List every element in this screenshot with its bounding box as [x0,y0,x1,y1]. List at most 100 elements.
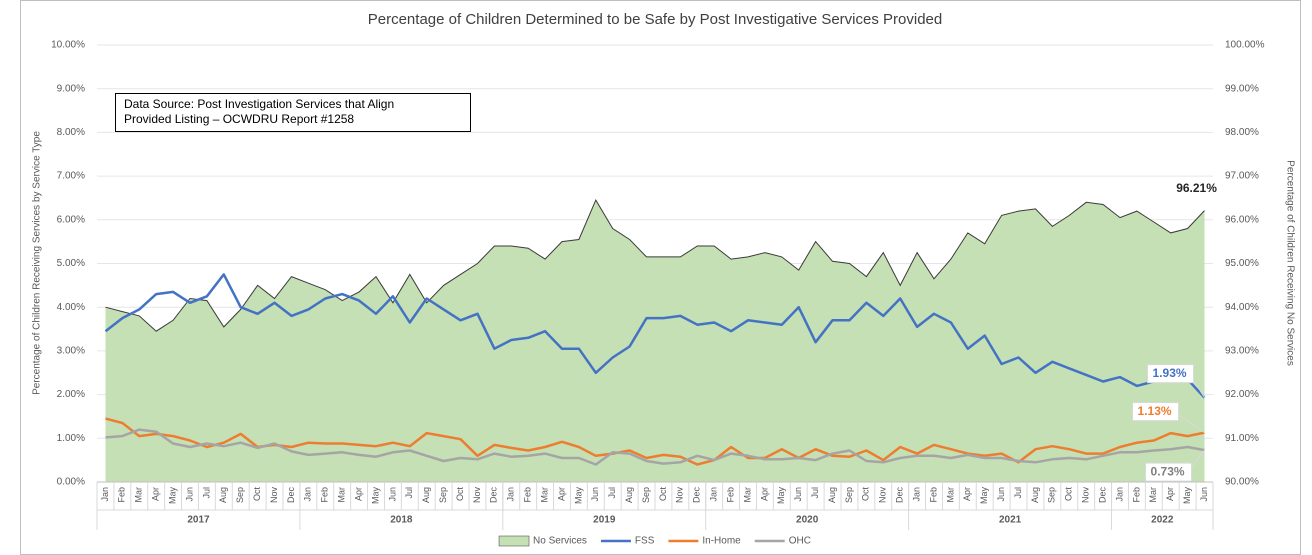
y2-tick-label: 98.00% [1225,127,1259,138]
x-tick-label: Dec [286,487,296,504]
x-tick-label: Jun [184,487,194,502]
y-tick-label: 9.00% [57,83,85,94]
x-tick-label: Sep [1047,487,1057,503]
y-tick-label: 2.00% [57,389,85,400]
annotation: Data Source: Post Investigation Services… [124,97,394,111]
x-tick-label: Dec [692,487,702,504]
x-tick-label: Jan [1114,487,1124,502]
x-tick-label: Jul [201,487,211,499]
x-tick-label: Mar [945,487,955,503]
y2-tick-label: 91.00% [1225,433,1259,444]
legend-swatch [498,535,530,547]
x-tick-label: Jun [793,487,803,502]
x-tick-label: Dec [489,487,499,504]
x-tick-label: May [1182,487,1192,505]
y2-tick-label: 92.00% [1225,389,1259,400]
x-tick-label: Oct [861,487,871,502]
x-tick-label: Feb [1131,487,1141,503]
annotation: Provided Listing – OCWDRU Report #1258 [124,112,354,126]
x-tick-label: Oct [455,487,465,502]
x-tick-label: Jun [387,487,397,502]
x-tick-label: Feb [320,487,330,503]
x-tick-label: Feb [523,487,533,503]
x-tick-label: Aug [624,487,634,503]
legend-label: OHC [789,536,811,547]
x-tick-label: Jul [810,487,820,499]
y-tick-label: 1.00% [57,433,85,444]
y2-tick-label: 95.00% [1225,258,1259,269]
x-tick-label: Apr [962,487,972,501]
x-tick-label: Jul [1013,487,1023,499]
x-tick-label: Jul [607,487,617,499]
x-tick-label: Aug [218,487,228,503]
legend-label: FSS [635,536,655,547]
x-tick-label: Sep [641,487,651,503]
x-tick-label: Nov [472,487,482,504]
x-tick-label: Jan [709,487,719,502]
legend-label: No Services [533,536,587,547]
year-label: 2019 [593,515,616,526]
x-tick-label: May [573,487,583,505]
x-tick-label: Nov [675,487,685,504]
y-tick-label: 8.00% [57,127,85,138]
x-tick-label: Nov [269,487,279,504]
x-tick-label: Jun [996,487,1006,502]
y2-tick-label: 96.00% [1225,214,1259,225]
label-leader [1174,411,1205,434]
y2-tick-label: 97.00% [1225,171,1259,182]
x-tick-label: Oct [252,487,262,502]
x-tick-label: Apr [556,487,566,501]
x-tick-label: Apr [1165,487,1175,501]
x-tick-label: Dec [895,487,905,504]
x-tick-label: Sep [235,487,245,503]
x-tick-label: Apr [151,487,161,501]
x-tick-label: Feb [928,487,938,503]
x-tick-label: Mar [539,487,549,503]
x-tick-label: Sep [844,487,854,503]
area-edge [105,199,1205,332]
label-box [1132,402,1180,422]
x-tick-label: Nov [1081,487,1091,504]
label-box [1147,364,1195,384]
x-tick-label: Apr [353,487,363,501]
y-tick-label: 0.00% [57,477,85,488]
x-tick-label: Sep [438,487,448,503]
annotation-box [115,93,471,132]
x-tick-label: May [167,487,177,505]
year-label: 2020 [796,515,819,526]
x-tick-label: Oct [658,487,668,502]
x-tick-label: Jan [100,487,110,502]
x-tick-label: Aug [421,487,431,503]
x-tick-label: Aug [827,487,837,503]
x-tick-label: May [370,487,380,505]
y-tick-label: 7.00% [57,171,85,182]
x-tick-label: Mar [1148,487,1158,503]
x-tick-label: Apr [759,487,769,501]
y2-tick-label: 94.00% [1225,302,1259,313]
x-tick-label: May [979,487,989,505]
y-axis-label: Percentage of Children Receiving Service… [32,131,43,395]
x-tick-label: Jan [911,487,921,502]
x-tick-label: Dec [1097,487,1107,504]
x-tick-label: Nov [878,487,888,504]
data-label: 0.73% [1151,464,1185,478]
x-tick-label: Jun [590,487,600,502]
y2-tick-label: 93.00% [1225,346,1259,357]
x-tick-label: Mar [742,487,752,503]
x-tick-label: Jan [506,487,516,502]
x-tick-label: Feb [725,487,735,503]
year-label: 2018 [390,515,413,526]
y-tick-label: 3.00% [57,346,85,357]
x-tick-label: Jan [303,487,313,502]
y-tick-label: 10.00% [51,40,85,51]
x-tick-label: Jun [1199,487,1209,502]
line [104,273,1206,399]
y2-axis-label: Percentage of Children Receiving No Serv… [1284,160,1295,366]
x-tick-label: Aug [1030,487,1040,503]
x-tick-label: Oct [1064,487,1074,502]
y-tick-label: 5.00% [57,258,85,269]
x-tick-label: Jul [404,487,414,499]
x-tick-label: Mar [337,487,347,503]
data-label: 1.93% [1153,366,1187,380]
